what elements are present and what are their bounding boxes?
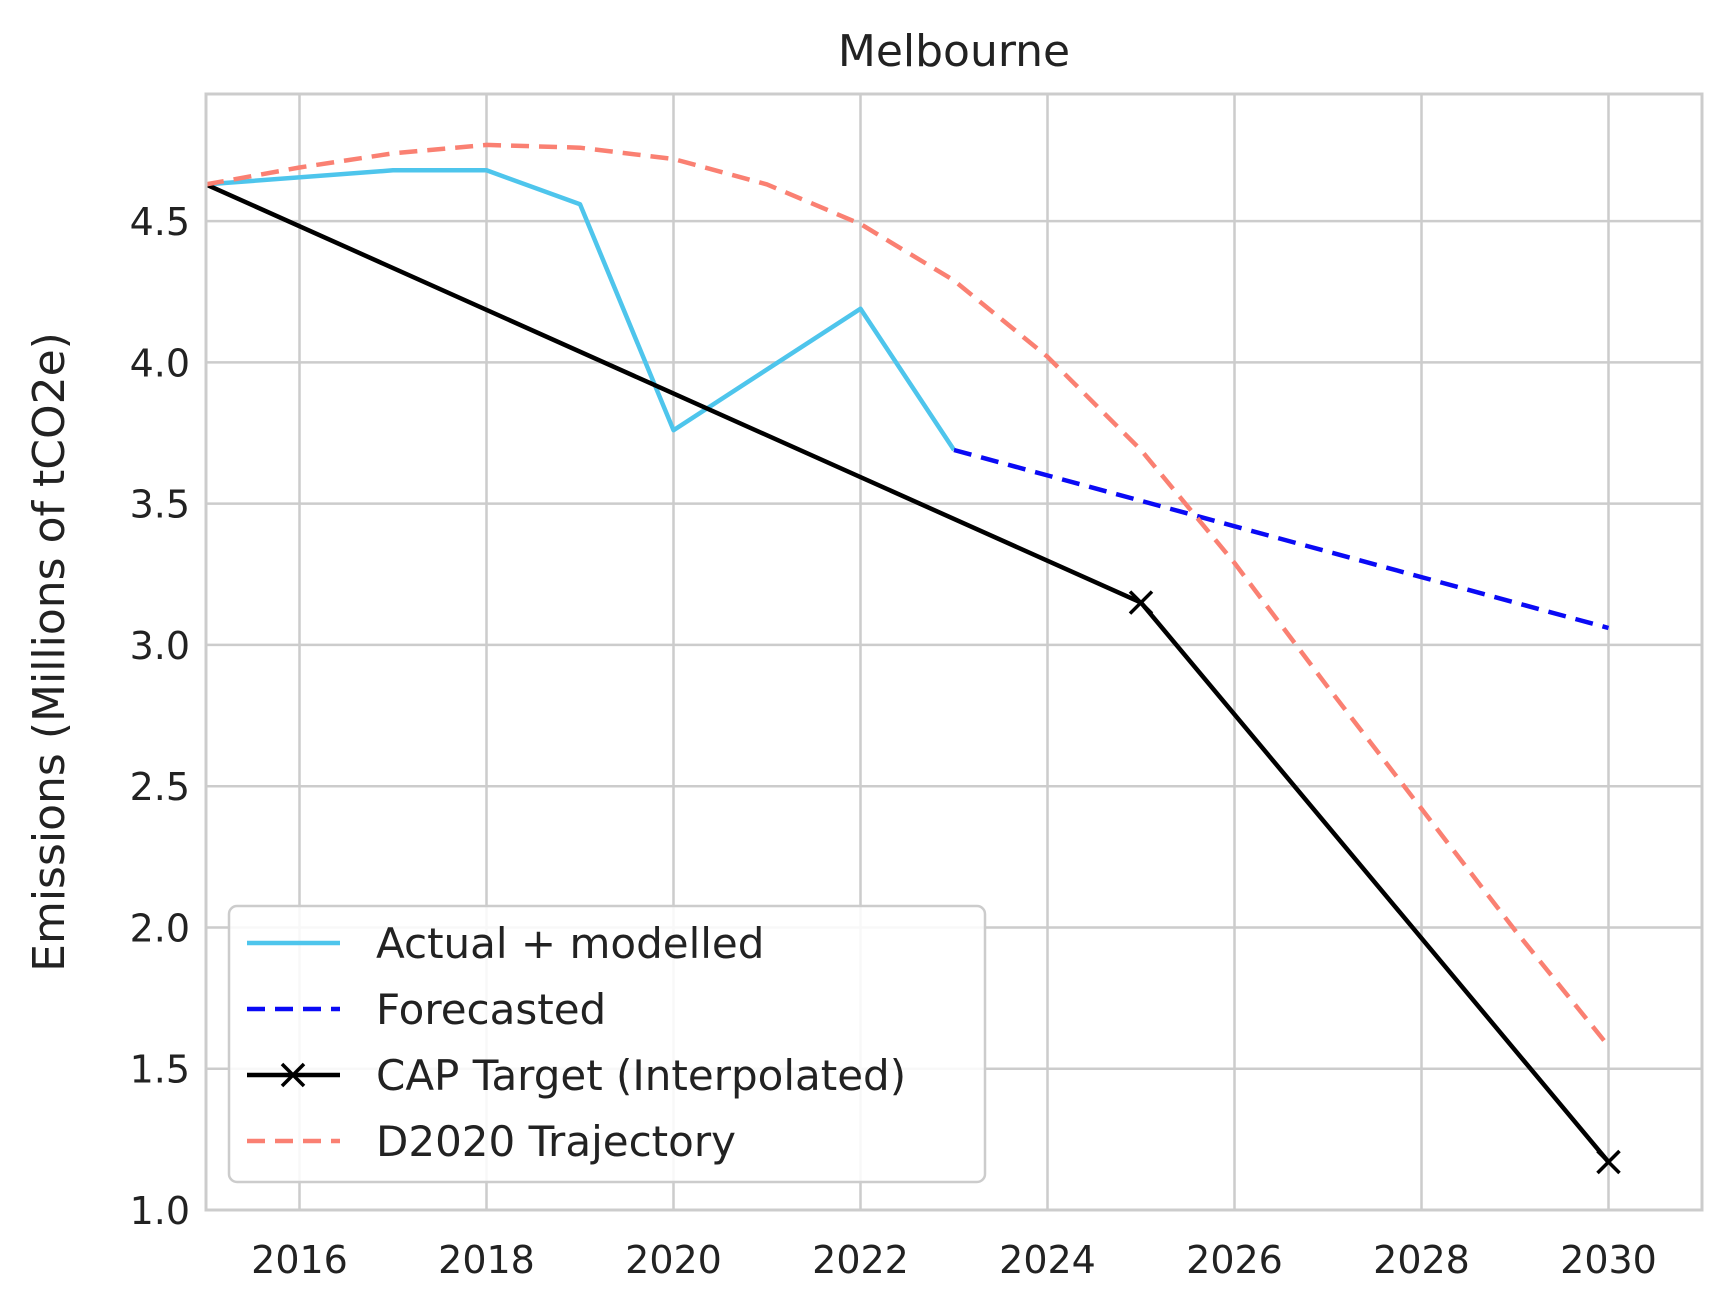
plot-area xyxy=(205,142,1621,1175)
x-tick-label: 2022 xyxy=(812,1238,909,1282)
y-tick-label: 3.5 xyxy=(130,483,190,527)
x-tick-label: 2026 xyxy=(1186,1238,1283,1282)
y-tick-label: 4.5 xyxy=(130,200,190,244)
x-tick-label: 2024 xyxy=(999,1238,1096,1282)
legend-marker-x xyxy=(280,1062,306,1088)
legend-label: CAP Target (Interpolated) xyxy=(376,1051,906,1100)
legend-label: D2020 Trajectory xyxy=(376,1117,736,1166)
x-tick-label: 2028 xyxy=(1373,1238,1470,1282)
y-tick-label: 1.0 xyxy=(130,1189,190,1233)
x-tick-label: 2020 xyxy=(625,1238,722,1282)
legend: Actual + modelled Forecasted CAP Target (I… xyxy=(227,904,987,1184)
x-axis-ticks: 2016 2018 2020 2022 2024 2026 2028 2030 xyxy=(251,1238,1657,1282)
series-line-0 xyxy=(205,168,956,452)
y-tick-label: 2.0 xyxy=(130,906,190,950)
series-line-1 xyxy=(953,447,1610,631)
series-line-3 xyxy=(205,142,1611,1048)
y-axis-label: Emissions (Millions of tCO2e) xyxy=(24,332,75,972)
series-marker-x xyxy=(1596,1149,1621,1175)
x-tick-label: 2016 xyxy=(251,1238,348,1282)
y-axis-ticks: 1.0 1.5 2.0 2.5 3.0 3.5 4.0 4.5 xyxy=(130,200,190,1233)
legend-label: Actual + modelled xyxy=(376,919,764,968)
y-tick-label: 3.0 xyxy=(130,624,190,668)
x-tick-label: 2018 xyxy=(438,1238,535,1282)
legend-box xyxy=(227,904,987,1184)
y-tick-label: 1.5 xyxy=(130,1048,190,1092)
series-marker-x xyxy=(1128,590,1154,615)
chart-title: Melbourne xyxy=(838,26,1070,77)
plot-frame xyxy=(204,92,1704,1212)
x-tick-label: 2030 xyxy=(1560,1238,1657,1282)
y-tick-label: 2.5 xyxy=(130,765,190,809)
y-tick-label: 4.0 xyxy=(130,341,190,385)
legend-label: Forecasted xyxy=(376,985,606,1034)
